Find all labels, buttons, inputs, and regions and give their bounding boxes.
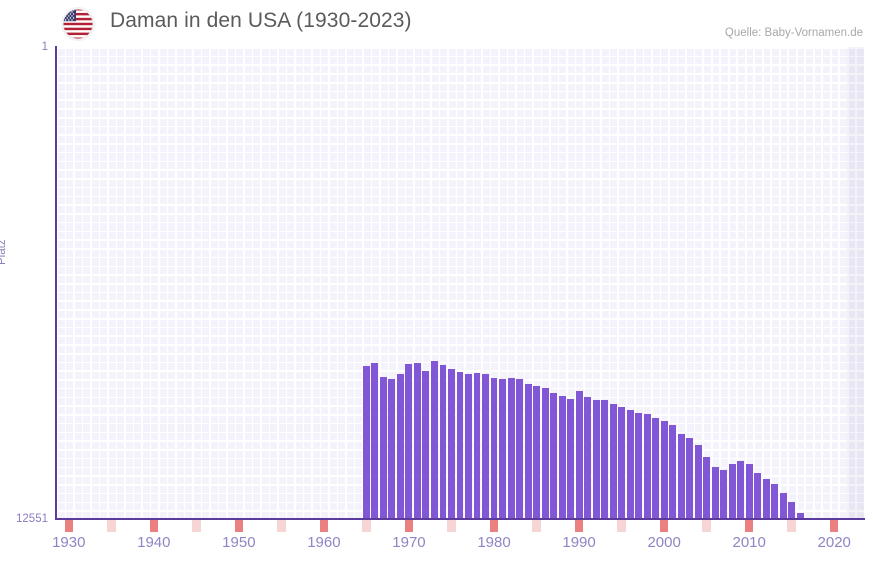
- bar-1987: [550, 392, 558, 519]
- x-tick-2020: [829, 520, 839, 532]
- bar-1980: [490, 377, 498, 519]
- x-tick-1940: [149, 520, 159, 532]
- x-tick-1960: [319, 520, 329, 532]
- x-label-1970: 1970: [392, 534, 426, 551]
- x-label-2000: 2000: [647, 534, 681, 551]
- bar-2003: [686, 438, 694, 519]
- x-tick-1935: [107, 520, 116, 532]
- bar-1978: [473, 373, 481, 519]
- bar-2000: [660, 421, 668, 519]
- bar-1970: [405, 363, 413, 519]
- y-axis-line: [55, 46, 57, 520]
- plot-area: [56, 47, 864, 519]
- bar-2011: [754, 473, 762, 519]
- x-tick-2000: [659, 520, 669, 532]
- x-label-1940: 1940: [137, 534, 171, 551]
- x-tick-1995: [617, 520, 626, 532]
- bar-1972: [422, 371, 430, 519]
- y-axis-title: Platz: [0, 239, 8, 265]
- x-label-1960: 1960: [307, 534, 341, 551]
- bar-1971: [413, 362, 421, 519]
- bar-1997: [635, 412, 643, 519]
- x-tick-1985: [532, 520, 541, 532]
- bar-2012: [762, 478, 770, 519]
- x-label-2020: 2020: [817, 534, 851, 551]
- x-label-1950: 1950: [222, 534, 256, 551]
- bar-1974: [439, 365, 447, 519]
- bar-1992: [592, 399, 600, 519]
- y-tick-bottom: 12551: [16, 513, 48, 525]
- bar-1985: [533, 385, 541, 519]
- x-tick-labels: 1930 1940 1950 1960 1970 1980 1990 2000 2010 2020: [0, 534, 873, 560]
- y-tick-top: 1: [41, 41, 48, 53]
- bar-1973: [431, 361, 438, 519]
- bar-2015: [788, 502, 796, 519]
- bar-2002: [677, 433, 685, 519]
- bar-1995: [618, 406, 626, 519]
- bar-2014: [779, 492, 787, 519]
- bar-2006: [711, 467, 719, 519]
- source-label: Quelle: Baby-Vornamen.de: [724, 27, 863, 39]
- bar-1981: [499, 379, 506, 519]
- bar-1977: [465, 373, 472, 519]
- bar-1965: [362, 365, 370, 519]
- x-tick-1975: [447, 520, 456, 532]
- x-axis-line: [55, 518, 865, 520]
- x-label-1990: 1990: [562, 534, 596, 551]
- bar-1975: [448, 369, 455, 519]
- x-tick-marks: [56, 520, 864, 532]
- bar-1979: [482, 374, 489, 519]
- page-title: Daman in den USA (1930-2023): [110, 9, 412, 32]
- bar-2001: [669, 424, 677, 519]
- x-tick-1955: [277, 520, 286, 532]
- bar-1998: [643, 414, 651, 519]
- bar-1991: [584, 397, 592, 519]
- bar-1967: [379, 376, 387, 519]
- x-tick-2010: [744, 520, 754, 532]
- bar-2008: [728, 464, 736, 519]
- bars-container: [56, 47, 864, 519]
- bar-2004: [694, 444, 702, 519]
- x-tick-1970: [404, 520, 414, 532]
- bar-1988: [558, 395, 566, 519]
- x-label-1930: 1930: [52, 534, 86, 551]
- x-tick-2015: [787, 520, 796, 532]
- bar-1999: [652, 417, 660, 519]
- bar-2009: [737, 461, 745, 519]
- bar-1976: [456, 371, 464, 519]
- bar-2016: [796, 512, 804, 519]
- x-tick-1930: [64, 520, 73, 532]
- x-tick-1950: [234, 520, 244, 532]
- bar-2007: [720, 470, 728, 519]
- bar-1982: [507, 377, 515, 519]
- bar-1968: [388, 379, 396, 519]
- bar-1983: [516, 379, 524, 519]
- bar-1986: [541, 387, 549, 519]
- x-tick-1945: [192, 520, 201, 532]
- bar-1966: [371, 362, 379, 519]
- us-flag-icon: [62, 8, 94, 40]
- bar-1990: [575, 391, 583, 519]
- bar-1984: [524, 383, 532, 519]
- x-tick-2005: [702, 520, 711, 532]
- x-label-1980: 1980: [477, 534, 511, 551]
- x-tick-1965: [362, 520, 371, 532]
- bar-2013: [771, 484, 779, 519]
- bar-1969: [396, 374, 404, 519]
- bar-2005: [703, 456, 711, 519]
- bar-1993: [601, 400, 609, 519]
- bar-1994: [609, 404, 617, 519]
- shaded-future-region: [846, 47, 864, 519]
- x-label-2010: 2010: [732, 534, 766, 551]
- bar-2010: [745, 464, 753, 519]
- bar-1996: [626, 409, 634, 519]
- x-tick-1980: [489, 520, 499, 532]
- grid-lines: [56, 47, 864, 519]
- chart-header: Daman in den USA (1930-2023) Quelle: Bab…: [0, 0, 873, 46]
- x-tick-1990: [574, 520, 584, 532]
- bar-1989: [567, 399, 575, 519]
